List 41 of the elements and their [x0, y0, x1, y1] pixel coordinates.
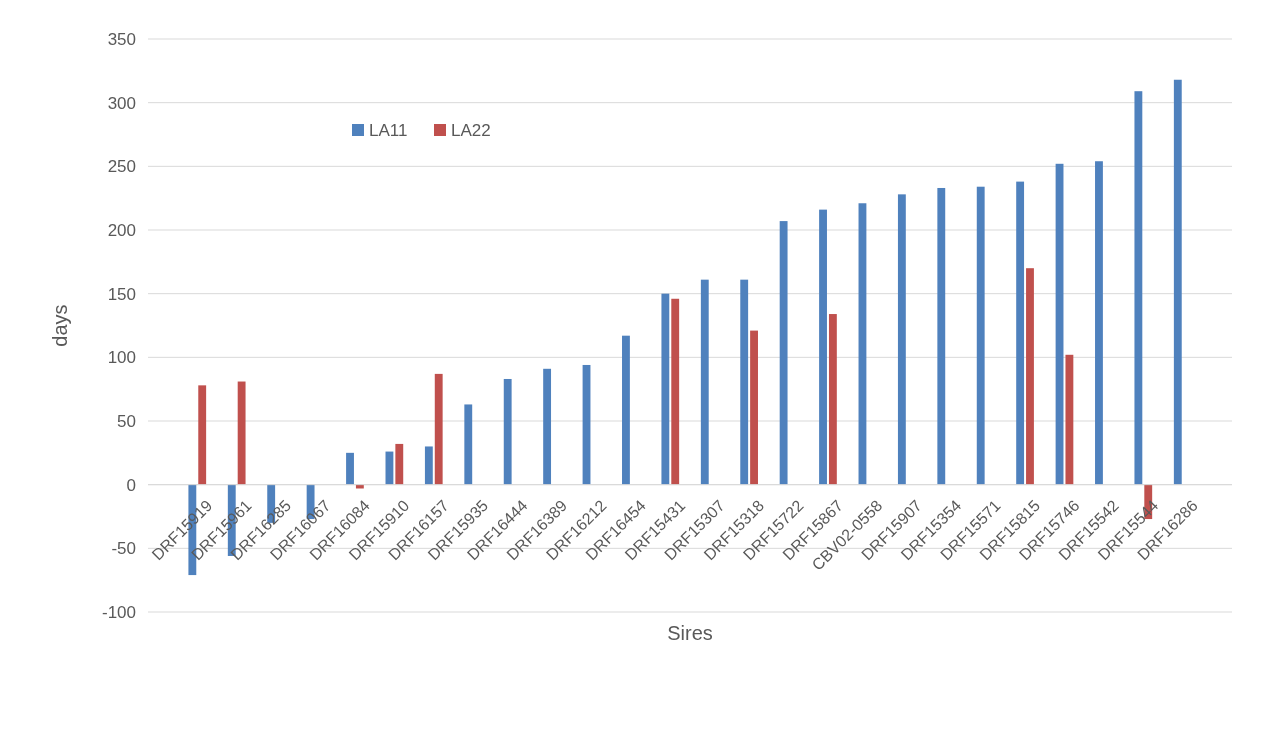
bar — [395, 443, 404, 485]
bar — [671, 298, 680, 485]
bar — [1134, 91, 1143, 485]
bar — [1026, 268, 1034, 485]
y-axis-title: days — [49, 304, 71, 347]
y-tick-label: 300 — [107, 93, 136, 113]
bar — [503, 378, 512, 485]
y-tick-label: 0 — [126, 475, 136, 495]
bar — [740, 279, 749, 485]
bar — [779, 221, 788, 485]
bar — [622, 335, 630, 485]
bar — [976, 186, 985, 485]
bar — [819, 209, 827, 485]
legend-label: LA22 — [451, 120, 491, 140]
bar — [828, 314, 837, 485]
bar — [937, 187, 946, 485]
y-tick-label: 50 — [117, 411, 136, 431]
x-axis-title: Sires — [667, 622, 713, 644]
bar — [237, 381, 246, 485]
y-tick-label: -100 — [101, 602, 136, 622]
bar — [543, 368, 552, 485]
bar — [346, 452, 354, 485]
bar — [897, 194, 906, 485]
bar — [1065, 354, 1074, 485]
bar — [434, 373, 443, 485]
bar — [1016, 181, 1025, 485]
bar — [198, 385, 207, 485]
y-tick-label: 200 — [107, 220, 136, 240]
legend-label: LA11 — [369, 120, 408, 140]
bar — [1173, 79, 1182, 485]
y-tick-label: 250 — [107, 157, 136, 177]
bar — [464, 404, 473, 485]
bar — [750, 330, 758, 485]
y-tick-label: 150 — [107, 284, 136, 304]
bar — [661, 293, 670, 485]
y-tick-label: 100 — [107, 348, 136, 368]
bar — [1095, 161, 1103, 485]
bar — [700, 279, 709, 485]
y-tick-label: -50 — [111, 539, 136, 559]
y-tick-label: 350 — [107, 29, 136, 49]
bar — [424, 446, 433, 485]
